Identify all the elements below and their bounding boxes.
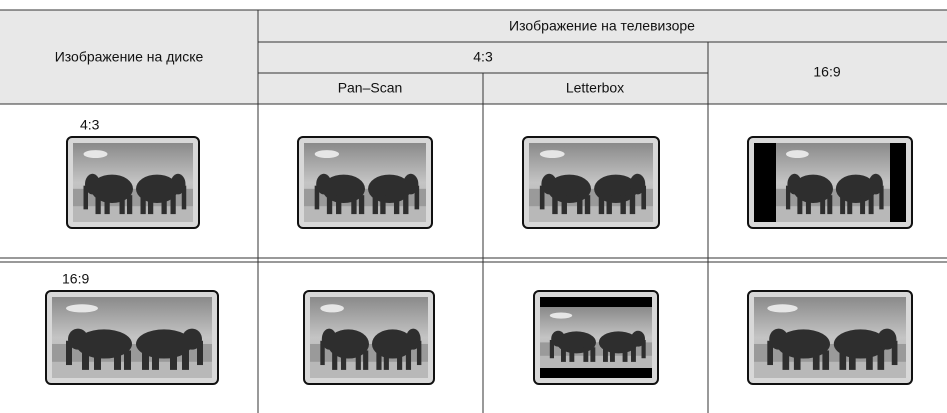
header-bg [0,10,947,104]
row-label: 4:3 [80,117,100,133]
header-tv: Изображение на телевизоре [509,18,695,34]
row-label: 16:9 [62,271,89,287]
header-letterbox: Letterbox [566,80,624,96]
table-lines [0,9,947,413]
header-pan-scan: Pan–Scan [338,80,403,96]
screen-images [45,136,913,385]
header-disc: Изображение на диске [55,49,204,65]
header-tv-43: 4:3 [473,49,493,65]
header-tv-169: 16:9 [813,64,840,80]
